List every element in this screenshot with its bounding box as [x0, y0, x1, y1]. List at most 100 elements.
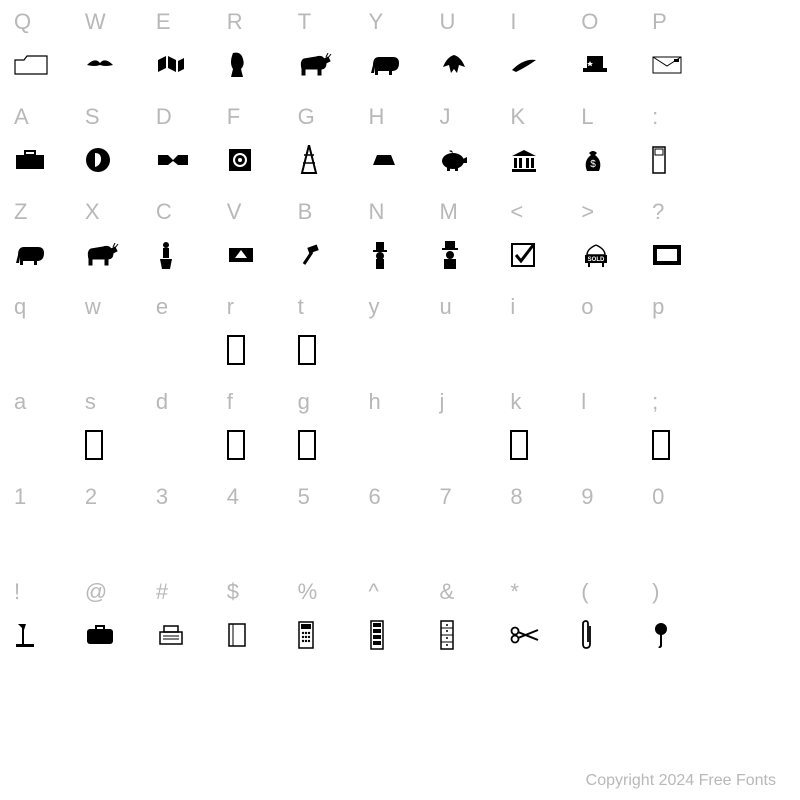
charmap-cell [719, 380, 790, 475]
piggy-bank-icon [439, 139, 502, 181]
empty-glyph-box [227, 424, 290, 466]
elephant-icon [369, 44, 432, 86]
char-label: Y [369, 6, 384, 38]
empty-glyph-box [298, 424, 361, 466]
char-label: R [227, 6, 243, 38]
char-label: t [298, 291, 304, 323]
donkey-2-icon [85, 234, 148, 276]
charmap-cell: d [152, 380, 223, 475]
pushpin-icon [652, 614, 715, 656]
blank-glyph [652, 519, 715, 561]
envelope-icon [652, 44, 715, 86]
blank-glyph [723, 614, 786, 656]
coin-profile-icon [85, 139, 148, 181]
charmap-cell: A [10, 95, 81, 190]
sold-sign-icon: SOLD [581, 234, 644, 276]
char-label: D [156, 101, 172, 133]
person-podium-icon [156, 234, 219, 276]
door-icon [652, 139, 715, 181]
charmap-cell: k [506, 380, 577, 475]
server-rack-icon [369, 614, 432, 656]
feather-pen-icon [510, 44, 573, 86]
charmap-cell: I [506, 0, 577, 95]
charmap-cell: o [577, 285, 648, 380]
charmap-cell: 1 [10, 475, 81, 570]
blank-glyph [85, 519, 148, 561]
charmap-cell: U [435, 0, 506, 95]
charmap-cell: K [506, 95, 577, 190]
char-label: ( [581, 576, 588, 608]
blank-glyph [14, 329, 77, 371]
blank-glyph [14, 424, 77, 466]
charmap-cell: y [365, 285, 436, 380]
safe-icon [227, 139, 290, 181]
char-label: 0 [652, 481, 664, 513]
charmap-cell: ! [10, 570, 81, 665]
charmap-cell: % [294, 570, 365, 665]
charmap-cell: 9 [577, 475, 648, 570]
char-label: k [510, 386, 521, 418]
charmap-cell: L$ [577, 95, 648, 190]
charmap-cell: j [435, 380, 506, 475]
blank-glyph [156, 519, 219, 561]
charmap-cell: G [294, 95, 365, 190]
char-label: L [581, 101, 593, 133]
top-hat-man-icon [439, 234, 502, 276]
charmap-cell [719, 190, 790, 285]
char-label: H [369, 101, 385, 133]
charmap-cell: N [365, 190, 436, 285]
char-label: ? [652, 196, 664, 228]
char-label: p [652, 291, 664, 323]
char-label: # [156, 576, 168, 608]
char-label: : [652, 101, 658, 133]
char-label: f [227, 386, 233, 418]
bank-building-icon [510, 139, 573, 181]
charmap-cell: C [152, 190, 223, 285]
charmap-cell: T [294, 0, 365, 95]
drawer-unit-icon [439, 614, 502, 656]
char-label: 5 [298, 481, 310, 513]
blank-glyph [581, 424, 644, 466]
charmap-cell: * [506, 570, 577, 665]
blank-glyph [581, 519, 644, 561]
charmap-cell [719, 95, 790, 190]
char-label: U [439, 6, 455, 38]
blank-glyph [723, 329, 786, 371]
charmap-cell: e [152, 285, 223, 380]
blank-glyph [369, 519, 432, 561]
char-label: a [14, 386, 26, 418]
char-label: W [85, 6, 106, 38]
char-label: A [14, 101, 29, 133]
char-label: F [227, 101, 240, 133]
charmap-cell: 5 [294, 475, 365, 570]
char-label: ^ [369, 576, 379, 608]
frame-icon [652, 234, 715, 276]
char-label: q [14, 291, 26, 323]
char-label: 8 [510, 481, 522, 513]
blank-glyph [723, 234, 786, 276]
charmap-cell: Z [10, 190, 81, 285]
character-map-grid: QWERTYUIOPASDFGHJKL$:ZXCVBNM<>SOLD?qwert… [0, 0, 800, 665]
checkbox-icon [510, 234, 573, 276]
charmap-cell: F [223, 95, 294, 190]
char-label: 7 [439, 481, 451, 513]
blank-glyph [298, 519, 361, 561]
briefcase-solid-icon [85, 614, 148, 656]
char-label: B [298, 196, 313, 228]
gold-bar-icon [369, 139, 432, 181]
charmap-cell: Q [10, 0, 81, 95]
char-label: Z [14, 196, 27, 228]
char-label: T [298, 6, 311, 38]
char-label: C [156, 196, 172, 228]
charmap-cell: q [10, 285, 81, 380]
charmap-cell: 3 [152, 475, 223, 570]
briefcase-icon [14, 139, 77, 181]
charmap-cell: u [435, 285, 506, 380]
char-label: l [581, 386, 586, 418]
char-label: 1 [14, 481, 26, 513]
blank-glyph [723, 44, 786, 86]
charmap-cell: Y [365, 0, 436, 95]
charmap-cell: X [81, 190, 152, 285]
oil-derrick-icon [298, 139, 361, 181]
charmap-cell: W [81, 0, 152, 95]
